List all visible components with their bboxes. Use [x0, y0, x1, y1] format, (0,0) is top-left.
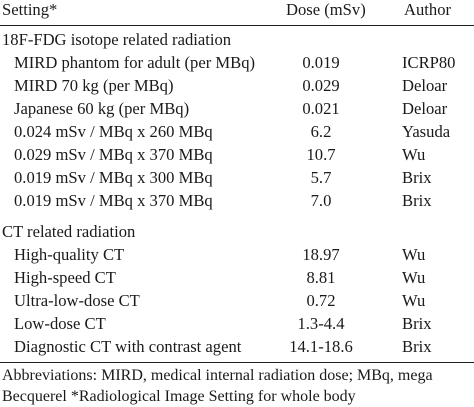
header-dose: Dose (mSv): [286, 0, 366, 19]
row-dose: 6.2: [310, 122, 332, 141]
row-dose: 5.7: [310, 168, 332, 187]
row-setting: 0.019 mSv / MBq x 300 MBq: [14, 168, 213, 187]
row-setting: Ultra-low-dose CT: [14, 291, 140, 310]
row-setting: 0.019 mSv / MBq x 370 MBq: [14, 191, 213, 210]
row-dose: 0.019: [302, 53, 340, 72]
section-title-ct: CT related radiation: [2, 222, 136, 241]
row-dose: 1.3-4.4: [297, 314, 345, 333]
row-dose: 18.97: [302, 245, 340, 264]
section-title-fdg: 18F-FDG isotope related radiation: [2, 30, 232, 49]
row-setting: Low-dose CT: [14, 314, 106, 333]
row-author: Brix: [402, 337, 432, 356]
row-setting: Japanese 60 kg (per MBq): [14, 99, 190, 118]
row-dose: 0.72: [306, 291, 336, 310]
footnote-line-2: Becquerel *Radiological Image Setting fo…: [2, 388, 356, 405]
row-dose: 14.1-18.6: [289, 337, 353, 356]
row-setting: 0.024 mSv / MBq x 260 MBq: [14, 122, 213, 141]
row-author: Wu: [402, 268, 426, 287]
row-setting: High-speed CT: [14, 268, 116, 287]
row-author: Brix: [402, 168, 432, 187]
row-setting: 0.029 mSv / MBq x 370 MBq: [14, 145, 213, 164]
row-author: Deloar: [402, 99, 448, 118]
row-dose: 8.81: [306, 268, 336, 287]
row-dose: 10.7: [306, 145, 336, 164]
row-setting: Diagnostic CT with contrast agent: [14, 337, 242, 356]
row-author: Wu: [402, 245, 426, 264]
row-dose: 7.0: [310, 191, 332, 210]
row-author: Brix: [402, 191, 432, 210]
footnote-line-1: Abbreviations: MIRD, medical internal ra…: [2, 367, 433, 384]
header-author: Author: [404, 0, 452, 19]
header-setting: Setting*: [2, 0, 58, 19]
row-author: Brix: [402, 314, 432, 333]
header-rule: [0, 25, 474, 26]
bottom-rule: [0, 362, 474, 363]
row-author: Wu: [402, 145, 426, 164]
row-dose: 0.029: [302, 76, 340, 95]
row-author: ICRP80: [402, 53, 456, 72]
row-author: Wu: [402, 291, 426, 310]
row-setting: MIRD 70 kg (per MBq): [14, 76, 174, 95]
row-author: Yasuda: [402, 122, 451, 141]
row-dose: 0.021: [302, 99, 340, 118]
row-author: Deloar: [402, 76, 448, 95]
row-setting: MIRD phantom for adult (per MBq): [14, 53, 256, 72]
row-setting: High-quality CT: [14, 245, 125, 264]
